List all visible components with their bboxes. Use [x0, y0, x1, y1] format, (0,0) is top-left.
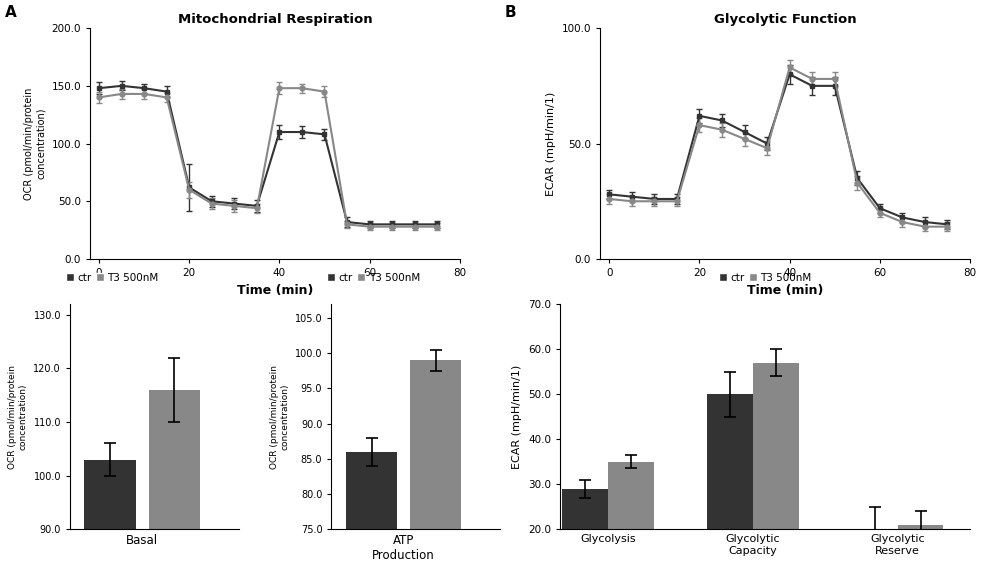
- Bar: [149, 390, 200, 563]
- Title: Glycolytic Function: Glycolytic Function: [714, 12, 856, 25]
- Y-axis label: OCR (pmol/min/protein
concentration): OCR (pmol/min/protein concentration): [24, 87, 46, 200]
- Bar: [84, 459, 136, 563]
- Bar: [898, 525, 943, 563]
- Bar: [707, 394, 753, 563]
- Bar: [753, 363, 799, 563]
- Legend: ctr, T3 500nM: ctr, T3 500nM: [323, 269, 424, 287]
- Y-axis label: ECAR (mpH/min/1): ECAR (mpH/min/1): [512, 364, 522, 469]
- Legend: ctr, T3 500nM: ctr, T3 500nM: [62, 269, 163, 287]
- Text: A: A: [5, 5, 17, 20]
- Title: Mitochondrial Respiration: Mitochondrial Respiration: [178, 12, 372, 25]
- Bar: [608, 462, 654, 563]
- Y-axis label: OCR (pmol/min/protein
concentration): OCR (pmol/min/protein concentration): [8, 365, 28, 468]
- Y-axis label: ECAR (mpH/min/1): ECAR (mpH/min/1): [546, 91, 556, 196]
- Y-axis label: OCR (pmol/min/protein
concentration): OCR (pmol/min/protein concentration): [270, 365, 289, 468]
- Bar: [410, 360, 461, 563]
- Legend: ctr, T3 500nM: ctr, T3 500nM: [715, 269, 815, 287]
- Text: B: B: [505, 5, 517, 20]
- Bar: [346, 452, 397, 563]
- X-axis label: Time (min): Time (min): [237, 284, 313, 297]
- Bar: [562, 489, 608, 563]
- Bar: [852, 529, 898, 563]
- X-axis label: Time (min): Time (min): [747, 284, 823, 297]
